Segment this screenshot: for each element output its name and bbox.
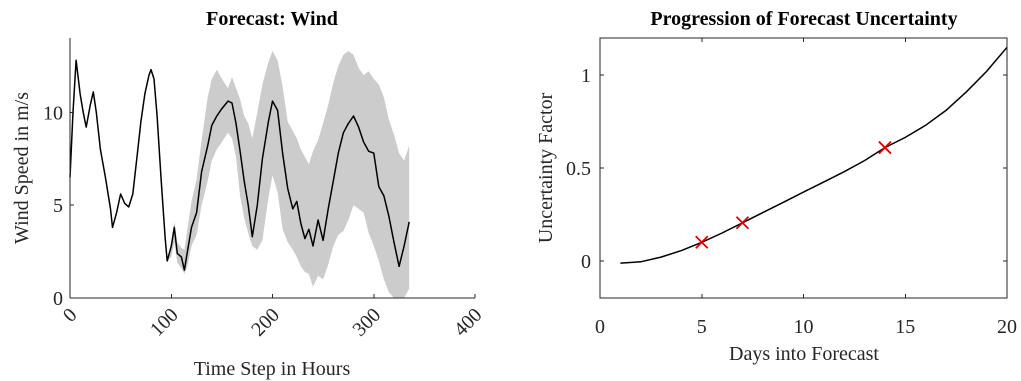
uncertainty-chart-y-ticks: 00.51 [566,65,1007,273]
wind-chart-title: Forecast: Wind [206,8,338,30]
uncertainty-chart-title: Progression of Forecast Uncertainty [650,8,957,30]
uncertainty-marker [735,216,750,230]
y-tick-label: 10 [43,102,63,124]
wind-speed-line-group [69,59,410,271]
wind-uncertainty-band-group [70,51,410,298]
y-tick-label: 0 [53,288,63,310]
wind-chart-y-label: Wind Speed in m/s [11,92,33,244]
uncertainty-marker [878,140,892,155]
wind-forecast-chart: Forecast: Wind 0 100 200 300 400 0 5 10 Time S… [11,8,487,380]
uncertainty-chart-x-label: Days into Forecast [729,343,879,365]
x-tick-label: 5 [697,316,707,338]
x-tick-label: 400 [450,304,487,341]
y-tick-label: 5 [53,195,63,217]
wind-chart-x-label: Time Step in Hours [194,358,351,380]
y-tick-label: 0 [581,251,591,273]
wind-speed-line [69,59,410,271]
wind-chart-y-ticks: 0 5 10 [43,102,74,310]
x-tick-label: 200 [247,304,284,341]
uncertainty-markers-group [695,140,892,249]
x-tick-label: 10 [794,316,814,338]
uncertainty-progression-chart: Progression of Forecast Uncertainty 0 5 10… [535,8,1017,365]
x-tick-label: 100 [146,304,183,341]
y-tick-label: 1 [581,65,591,87]
wind-uncertainty-band [70,51,410,298]
x-tick-label: 300 [349,304,386,341]
uncertainty-chart-box [599,37,1008,299]
uncertainty-line-group [620,46,1008,264]
uncertainty-line [620,46,1008,264]
y-tick-label: 0.5 [566,158,591,180]
x-tick-label: 20 [997,316,1017,338]
wind-chart-x-ticks: 0 100 200 300 400 [59,294,487,341]
uncertainty-marker [695,235,709,249]
uncertainty-chart-y-label: Uncertainty Factor [535,92,557,243]
x-tick-label: 0 [595,316,605,338]
uncertainty-chart-x-ticks: 0 5 10 15 20 [595,38,1017,338]
x-tick-label: 15 [895,316,915,338]
